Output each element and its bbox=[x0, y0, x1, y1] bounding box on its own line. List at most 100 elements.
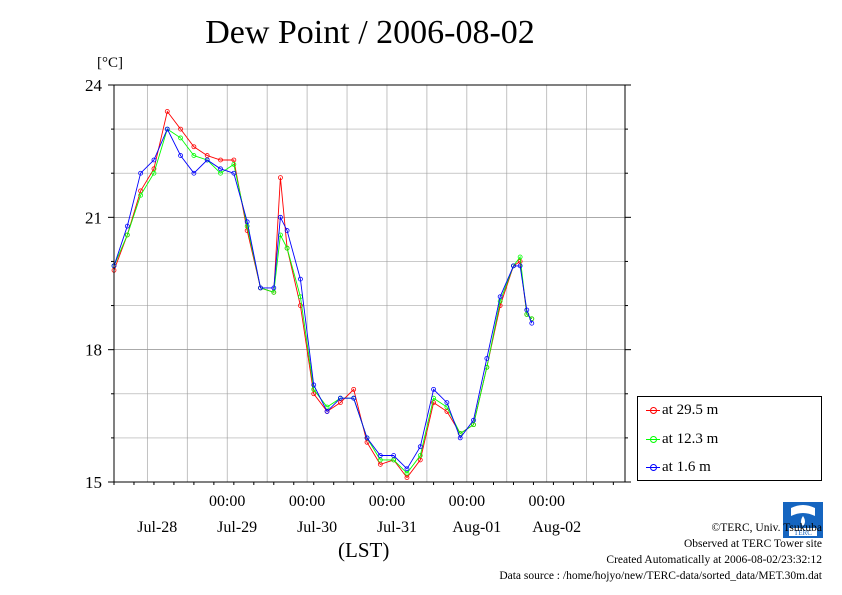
legend-label: at 29.5 m bbox=[662, 402, 719, 418]
y-tick-label: 24 bbox=[85, 76, 103, 95]
x-tick-label-day: Jul-28 bbox=[137, 519, 177, 536]
series-point bbox=[278, 214, 283, 220]
series-point bbox=[244, 219, 250, 225]
series-point bbox=[164, 126, 170, 132]
series-point bbox=[471, 422, 476, 428]
series-point bbox=[377, 457, 383, 463]
series-point bbox=[271, 285, 277, 291]
series-point bbox=[178, 126, 183, 132]
legend: at 29.5 m at 12.3 m at 1.6 m bbox=[637, 396, 822, 481]
series-point bbox=[151, 157, 157, 163]
x-tick-label-time: 00:00 bbox=[209, 493, 245, 510]
series-point bbox=[204, 153, 210, 158]
credit-site: Observed at TERC Tower site bbox=[683, 538, 822, 550]
series-point bbox=[231, 157, 237, 163]
credit-created: Created Automatically at 2006-08-02/23:3… bbox=[606, 554, 822, 566]
chart-title: Dew Point / 2006-08-02 bbox=[205, 14, 535, 51]
series-line bbox=[113, 128, 533, 470]
series-point bbox=[391, 457, 397, 463]
series-point bbox=[311, 382, 317, 388]
terc-logo: TERC bbox=[783, 502, 823, 538]
series-point bbox=[258, 285, 263, 291]
series-point bbox=[484, 356, 490, 361]
legend-swatch-red bbox=[646, 406, 660, 414]
x-tick-label-day: Aug-01 bbox=[452, 519, 501, 536]
series-point bbox=[391, 453, 397, 458]
series-line bbox=[113, 128, 533, 474]
series-point bbox=[191, 153, 197, 158]
series-point bbox=[311, 391, 317, 397]
series-point bbox=[431, 400, 436, 406]
logo-text: TERC bbox=[794, 529, 812, 537]
series-point bbox=[351, 395, 357, 401]
credit-copyright: ©TERC, Univ. Tsukuba bbox=[711, 522, 822, 534]
y-tick-label: 21 bbox=[85, 208, 102, 227]
series-point bbox=[471, 417, 476, 423]
series-point bbox=[124, 223, 130, 229]
x-tick-label-time: 00:00 bbox=[289, 493, 325, 510]
series-point bbox=[497, 298, 503, 304]
series-point bbox=[364, 439, 370, 445]
x-tick-label-time: 00:00 bbox=[369, 493, 405, 510]
legend-label: at 1.6 m bbox=[662, 459, 711, 475]
series-point bbox=[517, 254, 523, 260]
series-point bbox=[404, 475, 410, 480]
series-point bbox=[178, 135, 183, 141]
series-point bbox=[417, 453, 423, 458]
x-tick-label-time: 00:00 bbox=[449, 493, 485, 510]
legend-swatch-green bbox=[646, 435, 660, 443]
x-tick-label-time: 00:00 bbox=[529, 493, 565, 510]
legend-swatch-blue bbox=[646, 463, 660, 471]
series-point bbox=[164, 109, 170, 114]
series-point bbox=[324, 409, 330, 414]
series-point bbox=[444, 400, 450, 406]
series-point bbox=[517, 263, 523, 269]
series-point bbox=[278, 175, 283, 181]
series-point bbox=[404, 470, 410, 476]
series-point bbox=[218, 166, 223, 172]
series-point bbox=[284, 245, 290, 251]
legend-label: at 12.3 m bbox=[662, 431, 719, 447]
series-point bbox=[191, 170, 197, 176]
legend-item-1-6m: at 1.6 m bbox=[646, 457, 711, 477]
legend-item-29-5m: at 29.5 m bbox=[646, 400, 718, 420]
series-point bbox=[377, 461, 383, 467]
series-point bbox=[231, 161, 237, 167]
series-point bbox=[351, 386, 357, 392]
series-point bbox=[298, 303, 303, 308]
series-point bbox=[377, 453, 383, 458]
series-point bbox=[218, 170, 223, 176]
series-point bbox=[218, 157, 223, 163]
series-point bbox=[337, 395, 343, 401]
series-point bbox=[497, 294, 503, 300]
credit-source: Data source : /home/hojyo/new/TERC-data/… bbox=[499, 570, 822, 582]
series-point bbox=[124, 232, 130, 238]
series-point bbox=[244, 223, 250, 229]
series-point bbox=[191, 144, 197, 150]
series-line bbox=[113, 110, 533, 479]
series-point bbox=[271, 289, 277, 295]
series-point bbox=[151, 170, 157, 176]
y-axis-unit: [°C] bbox=[97, 55, 123, 71]
series-point bbox=[284, 228, 290, 233]
series-point bbox=[298, 276, 303, 282]
series-point bbox=[151, 166, 157, 172]
x-tick-label-day: Jul-29 bbox=[217, 519, 257, 536]
x-tick-label-day: Jul-31 bbox=[377, 519, 417, 536]
y-tick-label: 18 bbox=[85, 341, 102, 360]
series-point bbox=[364, 435, 370, 441]
series-point bbox=[138, 170, 144, 176]
series-point bbox=[204, 157, 210, 163]
x-tick-label-day: Aug-02 bbox=[532, 519, 581, 536]
series-point bbox=[417, 457, 423, 463]
series-point bbox=[138, 188, 144, 194]
series-point bbox=[231, 170, 237, 176]
series-point bbox=[404, 466, 410, 472]
series-point bbox=[417, 444, 423, 450]
credits: ©TERC, Univ. Tsukuba Observed at TERC To… bbox=[499, 520, 822, 584]
x-tick-label-day: Jul-30 bbox=[297, 519, 337, 536]
x-axis-label: (LST) bbox=[338, 538, 390, 562]
series-point bbox=[337, 400, 343, 406]
series-point bbox=[524, 307, 530, 313]
